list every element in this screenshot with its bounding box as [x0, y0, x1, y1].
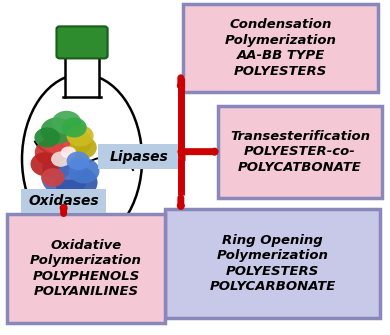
Ellipse shape — [67, 136, 97, 159]
FancyBboxPatch shape — [183, 4, 378, 92]
Ellipse shape — [55, 166, 98, 199]
Ellipse shape — [43, 132, 71, 153]
Text: Transesterification
POLYESTER-co-
POLYCATBONATE: Transesterification POLYESTER-co- POLYCA… — [230, 130, 370, 174]
FancyBboxPatch shape — [57, 26, 108, 58]
Ellipse shape — [51, 151, 71, 167]
FancyBboxPatch shape — [7, 214, 165, 323]
Ellipse shape — [34, 127, 60, 147]
Ellipse shape — [53, 127, 92, 157]
FancyBboxPatch shape — [98, 144, 180, 169]
FancyBboxPatch shape — [218, 106, 382, 198]
Ellipse shape — [35, 139, 67, 166]
Text: Oxidases: Oxidases — [28, 194, 99, 208]
Text: Ring Opening
Polymerization
POLYESTERS
POLYCARBONATE: Ring Opening Polymerization POLYESTERS P… — [210, 234, 336, 293]
Ellipse shape — [41, 168, 65, 187]
Ellipse shape — [22, 74, 142, 244]
Ellipse shape — [51, 152, 86, 180]
Ellipse shape — [46, 136, 79, 162]
Ellipse shape — [67, 151, 90, 170]
Ellipse shape — [42, 156, 72, 179]
Text: Lipases: Lipases — [110, 150, 168, 164]
Ellipse shape — [69, 158, 99, 184]
Ellipse shape — [61, 146, 76, 158]
Ellipse shape — [30, 152, 60, 176]
FancyBboxPatch shape — [165, 209, 380, 318]
Ellipse shape — [52, 111, 81, 134]
Ellipse shape — [62, 118, 87, 137]
Ellipse shape — [67, 125, 94, 146]
Ellipse shape — [41, 118, 73, 144]
Bar — [66, 54, 99, 97]
FancyBboxPatch shape — [21, 189, 106, 213]
Text: Oxidative
Polymerization
POLYPHENOLS
POLYANILINES: Oxidative Polymerization POLYPHENOLS POL… — [30, 239, 142, 298]
Text: Condensation
Polymerization
AA-BB TYPE
POLYESTERS: Condensation Polymerization AA-BB TYPE P… — [225, 18, 337, 78]
Ellipse shape — [41, 159, 88, 196]
